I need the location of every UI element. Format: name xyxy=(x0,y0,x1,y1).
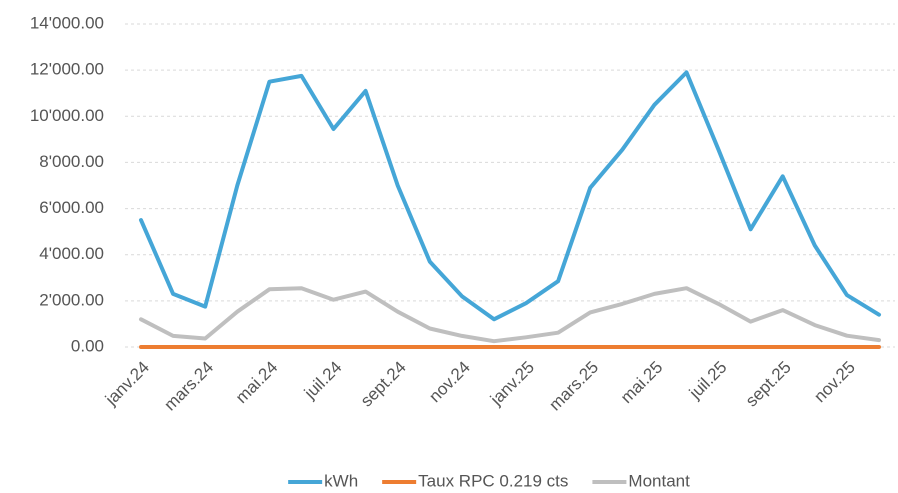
x-tick-label: janv.25 xyxy=(486,358,538,410)
x-tick-label: juil.25 xyxy=(685,358,731,404)
x-tick-label: nov.24 xyxy=(425,358,474,407)
y-tick-label: 8'000.00 xyxy=(39,152,104,171)
x-tick-label: mai.24 xyxy=(232,358,282,408)
y-tick-label: 14'000.00 xyxy=(30,13,104,32)
x-tick-label: sept.24 xyxy=(357,358,410,411)
x-tick-label: mai.25 xyxy=(617,358,667,408)
y-tick-label: 4'000.00 xyxy=(39,244,104,263)
x-tick-label: juil.24 xyxy=(300,358,346,404)
x-tick-label: mars.24 xyxy=(160,358,217,415)
y-tick-label: 10'000.00 xyxy=(30,106,104,125)
legend-label: Montant xyxy=(628,471,690,490)
x-tick-label: nov.25 xyxy=(810,358,859,407)
legend-label: kWh xyxy=(324,471,358,490)
legend: kWh Taux RPC 0.219 cts Montant xyxy=(288,471,690,490)
x-tick-label: mars.25 xyxy=(545,358,602,415)
data-line xyxy=(139,286,881,344)
data-line xyxy=(139,70,881,322)
y-tick-label: 12'000.00 xyxy=(30,60,104,79)
y-tick-label: 2'000.00 xyxy=(39,290,104,309)
y-tick-label: 6'000.00 xyxy=(39,198,104,217)
x-tick-label: janv.24 xyxy=(101,358,153,410)
y-tick-label: 0.00 xyxy=(71,336,104,355)
legend-label: Taux RPC 0.219 cts xyxy=(418,471,568,490)
x-tick-label: sept.25 xyxy=(742,358,795,411)
